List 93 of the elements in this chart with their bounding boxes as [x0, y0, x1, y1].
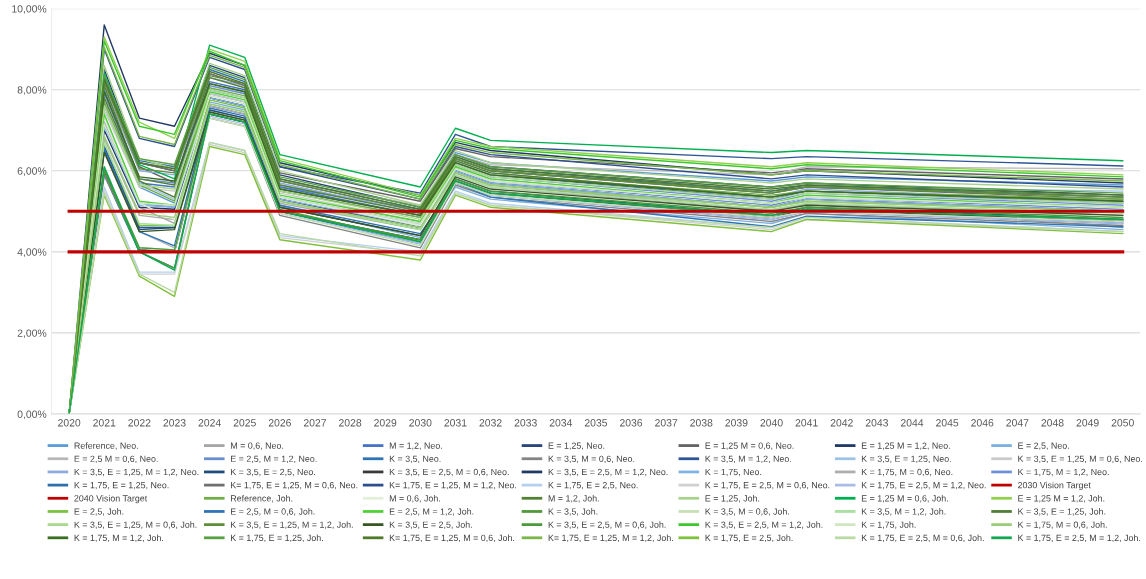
- legend-label: K = 1,75, E = 2,5, Neo.: [548, 482, 638, 490]
- x-tick-label: 2035: [584, 419, 608, 427]
- x-tick-label: 2041: [795, 419, 818, 427]
- x-tick-label: 2043: [865, 419, 888, 427]
- x-tick-label: 2032: [479, 419, 502, 427]
- legend-label: K= 1,75, E = 1,25, M = 0,6, Neo.: [231, 482, 358, 490]
- legend-label: Reference, Neo.: [74, 442, 138, 450]
- legend-label: K = 1,75, M = 0,6, Joh.: [1018, 521, 1107, 529]
- legend-label: E = 2,5, M = 0,6, Joh.: [231, 508, 315, 516]
- x-tick-label: 2024: [198, 419, 221, 427]
- x-tick-label: 2047: [1006, 419, 1029, 427]
- legend-label: E = 1,25, Neo.: [548, 442, 605, 450]
- x-tick-label: 2021: [93, 419, 116, 427]
- x-tick-label: 2039: [725, 419, 748, 427]
- x-tick-label: 2042: [830, 419, 853, 427]
- legend-label: K = 3,5, E = 2,5, M = 1,2, Neo.: [548, 468, 668, 477]
- legend-label: M = 1,2, Neo.: [389, 442, 442, 450]
- legend-label: K = 3,5, M = 1,2, Joh.: [861, 508, 946, 516]
- legend-label: K = 1,75, Joh.: [861, 521, 916, 529]
- legend-label: M = 1,2, Joh.: [548, 494, 599, 503]
- legend-label: Reference, Joh.: [231, 494, 293, 503]
- x-tick-label: 2023: [163, 419, 186, 427]
- x-tick-label: 2034: [549, 419, 573, 427]
- legend-label: M = 0,6, Joh.: [389, 494, 440, 503]
- legend-label: K = 1,75, E = 2,5, M = 1,2, Joh.: [1018, 534, 1141, 543]
- legend-label: K= 1,75, E = 1,25, M = 1,2, Joh.: [548, 534, 673, 543]
- x-tick-label: 2025: [233, 419, 256, 427]
- y-tick-label: 6,00%: [17, 167, 47, 176]
- legend-label: K = 3,5, M = 0,6, Joh.: [705, 508, 789, 516]
- legend-label: K = 3,5, E = 1,25, M = 1,2, Neo.: [74, 468, 199, 477]
- legend-label: K = 3,5, E = 1,25, Neo.: [861, 455, 951, 463]
- legend-label: K = 3,5, E = 2,5, M = 1,2, Joh.: [705, 521, 823, 529]
- legend-label: K = 3,5, E = 1,25, M = 1,2, Joh.: [231, 521, 353, 529]
- legend-label: K = 1,75, E = 1,25, Neo.: [74, 482, 169, 490]
- legend-label: E = 2,5, Joh.: [74, 508, 124, 516]
- legend-label: K = 3,5, E = 1,25, Joh.: [1018, 508, 1106, 516]
- legend-label: 2040 Vision Target: [74, 494, 148, 504]
- legend-label: K = 3,5, E = 2,5, M = 0,6, Neo.: [389, 468, 509, 477]
- legend-label: K = 3,5, M = 1,2, Neo.: [705, 455, 791, 463]
- x-tick-label: 2048: [1041, 419, 1064, 427]
- y-tick-label: 2,00%: [17, 329, 47, 339]
- x-tick-label: 2026: [268, 419, 291, 427]
- legend-label: K = 1,75, M = 0,6, Neo.: [861, 468, 953, 477]
- x-tick-label: 2049: [1076, 419, 1099, 427]
- x-tick-label: 2044: [900, 419, 924, 427]
- legend-label: K = 3,5, Neo.: [389, 455, 441, 463]
- x-tick-label: 2030: [409, 419, 432, 427]
- x-tick-label: 2037: [655, 419, 678, 427]
- legend-label: K = 3,5, E = 2,5, Neo.: [231, 468, 315, 477]
- x-tick-label: 2040: [760, 419, 783, 427]
- x-tick-label: 2031: [444, 419, 467, 427]
- x-tick-label: 2050: [1111, 419, 1134, 427]
- legend-label: K = 3,5, E = 1,25, M = 0,6, Neo.: [1018, 455, 1143, 463]
- legend-label: K = 1,75, M = 1,2, Joh.: [74, 534, 164, 543]
- legend-label: K = 3,5, E = 2,5, M = 0,6, Joh.: [548, 521, 666, 529]
- legend-label: K = 1,75, E = 2,5, M = 0,6, Joh.: [861, 534, 984, 543]
- legend-label: K = 1,75, E = 2,5, M = 1,2, Neo.: [861, 482, 986, 490]
- legend-label: E = 2,5 M = 0,6, Neo.: [74, 455, 158, 463]
- legend-label: E = 2,5, M = 1,2, Joh.: [389, 508, 474, 516]
- legend-label: K = 1,75, Neo.: [705, 468, 762, 477]
- y-tick-label: 8,00%: [17, 86, 47, 95]
- legend-label: K = 1,75, M = 1,2, Neo.: [1018, 468, 1109, 477]
- legend-label: K = 1,75, E = 1,25, Joh.: [231, 534, 323, 543]
- x-tick-label: 2033: [514, 419, 537, 427]
- legend-label: K= 1,75, E = 1,25, M = 0,6, Joh.: [389, 534, 515, 543]
- x-tick-label: 2028: [339, 419, 362, 427]
- legend-label: K = 3,5, E = 1,25, M = 0,6, Joh.: [74, 521, 197, 529]
- y-tick-label: 10,00%: [12, 5, 47, 14]
- legend-label: K = 3,5, Joh.: [548, 508, 598, 516]
- legend-label: 2030 Vision Target: [1018, 481, 1091, 491]
- legend-label: E = 2,5, M = 1,2, Neo.: [231, 455, 317, 463]
- legend-label: E = 2,5, Neo.: [1018, 442, 1069, 450]
- legend-label: E = 1,25 M = 1,2, Neo.: [861, 442, 950, 450]
- x-tick-label: 2029: [374, 419, 397, 427]
- x-tick-label: 2036: [619, 419, 643, 427]
- legend-label: K = 1,75, E = 2,5, Joh.: [705, 534, 793, 543]
- x-tick-label: 2020: [58, 419, 81, 427]
- x-tick-label: 2038: [690, 419, 713, 427]
- legend-label: K= 1,75, E = 1,25, M = 1,2, Neo.: [389, 482, 517, 490]
- y-tick-label: 4,00%: [17, 248, 47, 257]
- legend-label: K = 3,5, E = 2,5, Joh.: [389, 521, 472, 529]
- x-tick-label: 2045: [936, 419, 959, 427]
- legend-label: E = 1,25 M = 0,6, Joh.: [861, 494, 948, 503]
- legend-label: E = 1,25 M = 0,6, Neo.: [705, 442, 794, 450]
- x-tick-label: 2027: [303, 419, 327, 427]
- legend-label: M = 0,6, Neo.: [231, 442, 284, 450]
- legend-label: K = 3,5, M = 0,6, Neo.: [548, 455, 635, 463]
- legend-label: E = 1,25 M = 1,2, Joh.: [1018, 494, 1105, 503]
- y-tick-label: 0,00%: [17, 410, 47, 420]
- legend-label: K = 1,75, E = 2,5, M = 0,6, Neo.: [705, 482, 830, 490]
- x-tick-label: 2046: [971, 419, 994, 427]
- x-tick-label: 2022: [128, 419, 151, 427]
- legend-label: E = 1,25, Joh.: [705, 494, 760, 503]
